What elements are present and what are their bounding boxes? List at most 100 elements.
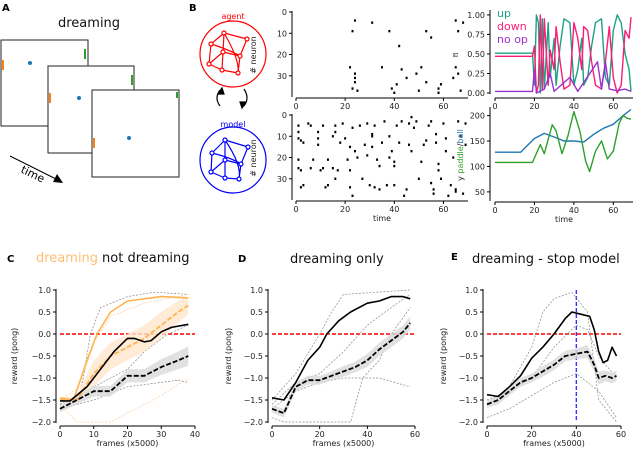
x-axis-label: time	[373, 214, 391, 223]
y-tick-label: 1.0	[465, 286, 478, 295]
spike	[390, 149, 393, 153]
spike	[454, 188, 457, 191]
series-dashed-5	[486, 350, 617, 406]
spike	[457, 120, 460, 123]
x-tick-label: 40	[389, 205, 399, 214]
spike	[454, 190, 457, 193]
y-tick-label: 20	[277, 154, 287, 163]
spike	[307, 122, 310, 125]
series-thin-0	[59, 377, 189, 423]
y-tick-label: 0.25	[467, 69, 485, 78]
spike	[309, 124, 312, 127]
spike	[299, 169, 302, 172]
spike	[297, 137, 300, 140]
spike	[395, 83, 398, 86]
spike	[410, 149, 413, 153]
x-tick-label: 20	[340, 205, 350, 214]
spike	[353, 149, 356, 153]
spike	[339, 141, 342, 144]
series-solid-5	[271, 295, 411, 401]
y-tick-label: 1.0	[38, 286, 51, 295]
spike	[351, 29, 354, 33]
spike	[454, 66, 457, 69]
panel-a-title: dreaming	[58, 16, 120, 31]
y-tick-label: 0.0	[465, 330, 478, 339]
panel-label-a: A	[2, 3, 10, 14]
spike	[317, 143, 320, 146]
y-tick-label: 0	[282, 111, 287, 120]
y-tick-label: −1.0	[32, 374, 51, 383]
spike	[430, 181, 433, 185]
panel-label-e: E	[451, 252, 458, 263]
chart-panel_e: 0 20 40 60 −2.0 −1.5 −1.0 −0.5 0.0 0.5 1.0 frames (…	[439, 286, 626, 448]
y-tick-label: 30	[277, 175, 287, 184]
spike	[322, 124, 325, 127]
y-axis-label: reward (pong)	[10, 328, 19, 385]
cycle-arrows-icon	[216, 86, 248, 110]
spike	[393, 91, 396, 95]
spike	[317, 130, 320, 134]
x-tick-label: 20	[122, 430, 132, 439]
series-band-4	[272, 316, 411, 418]
y-tick-label: −1.5	[32, 396, 51, 405]
x-tick-label: 0	[492, 206, 497, 215]
spike	[319, 169, 322, 172]
spike	[381, 141, 383, 144]
x-tick-label: 30	[156, 430, 166, 439]
panel-c-title: dreaming not dreaming	[36, 251, 190, 266]
spike	[393, 160, 396, 163]
x-axis-label: time	[555, 215, 573, 224]
spike	[415, 120, 418, 123]
panel-label-d: D	[238, 254, 246, 265]
spike	[297, 124, 300, 127]
spike	[351, 194, 354, 198]
spike	[427, 124, 430, 127]
spike	[395, 124, 398, 127]
spike	[366, 122, 369, 125]
spike	[417, 177, 420, 180]
y-axis-label: reward (pong)	[224, 328, 233, 385]
series-thin-0	[486, 291, 617, 423]
x-axis-label: frames (x5000)	[523, 439, 585, 448]
series-dashed-6	[271, 322, 411, 415]
legend-up: up	[497, 7, 511, 20]
spike	[385, 183, 388, 187]
series-band-3	[487, 345, 617, 408]
spike	[439, 83, 442, 86]
spike	[334, 177, 337, 180]
spike	[334, 130, 337, 134]
spike	[361, 177, 364, 180]
spike	[435, 132, 438, 136]
x-tick-label: 0	[484, 430, 489, 439]
spike	[420, 160, 423, 163]
spike	[415, 72, 418, 75]
spike	[462, 21, 465, 24]
series-solid-4	[486, 311, 618, 398]
y-tick-label: −2.0	[32, 418, 51, 427]
spike	[356, 89, 359, 92]
y-tick-label: 1.0	[250, 286, 263, 295]
agent-network-icon	[199, 20, 267, 88]
x-tick-label: 0	[269, 430, 274, 439]
spike	[371, 132, 374, 136]
y-tick-label: 10	[277, 29, 287, 38]
right-paddle	[131, 75, 133, 85]
spike	[349, 66, 352, 69]
x-axis-label: frames (x5000)	[97, 439, 159, 448]
spike	[462, 192, 465, 195]
spike	[376, 158, 379, 161]
spike	[444, 149, 447, 153]
right-paddle	[176, 92, 178, 98]
x-tick-label: 60	[608, 102, 618, 111]
y-tick-label: 20	[277, 51, 287, 60]
spike	[373, 186, 376, 189]
spike	[344, 137, 347, 140]
spike	[452, 76, 455, 80]
y-tick-label: −0.5	[32, 352, 51, 361]
y-tick-label: 0.50	[467, 50, 485, 59]
x-tick-label: 0	[492, 102, 497, 111]
spike	[425, 29, 428, 33]
spike	[331, 135, 334, 138]
model-label: model	[221, 120, 246, 129]
y-tick-label: −2.0	[244, 418, 263, 427]
